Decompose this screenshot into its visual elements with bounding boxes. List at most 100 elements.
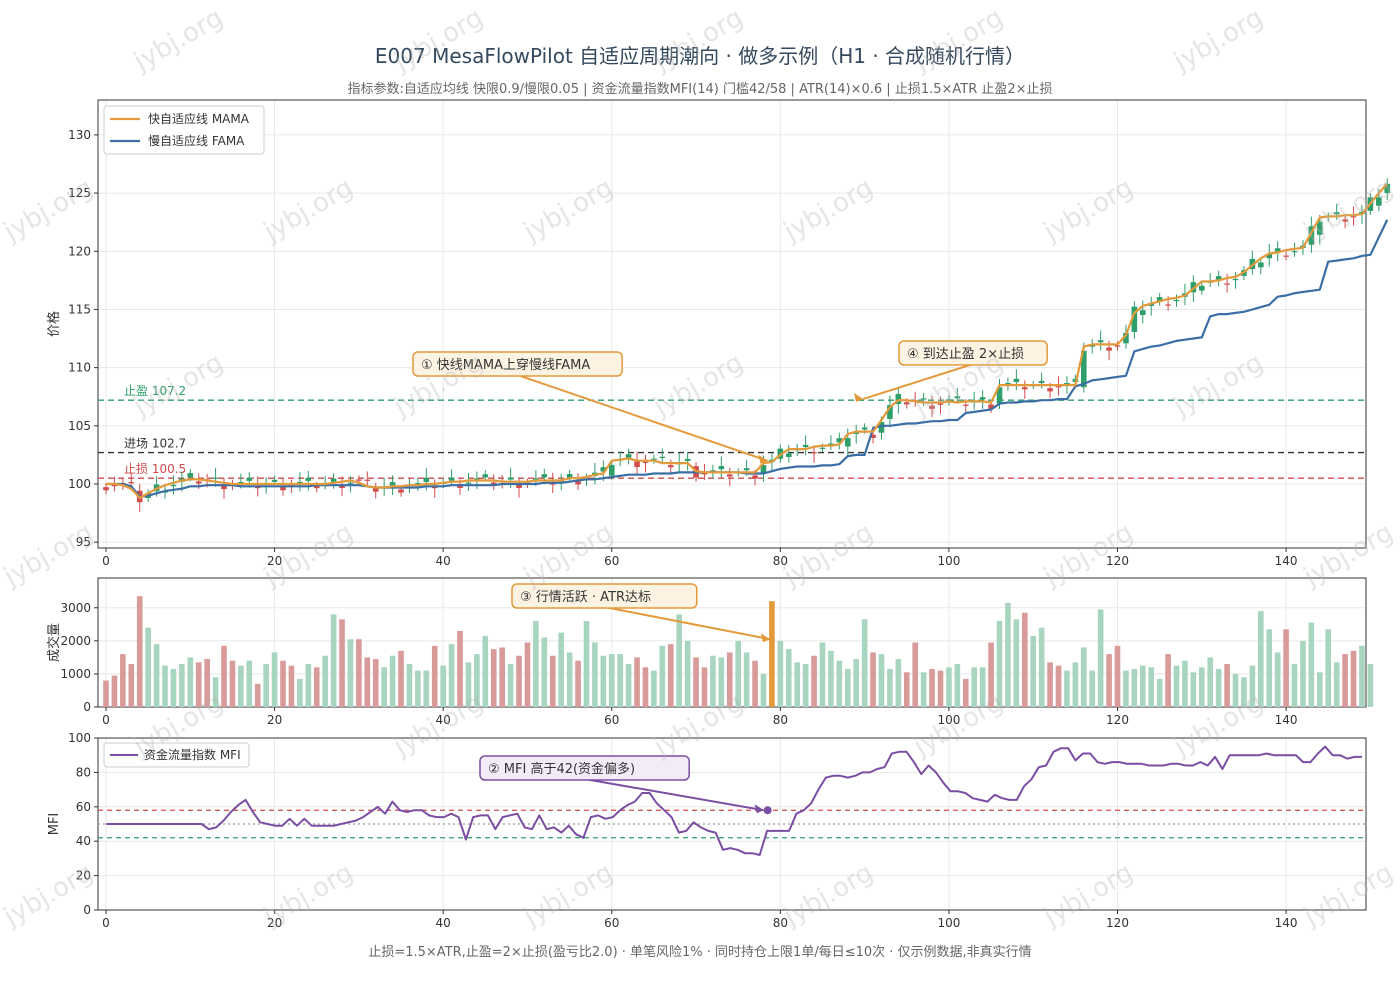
volume-bar (878, 654, 885, 707)
candle-body (1055, 386, 1062, 388)
candle-body (903, 402, 910, 405)
candle-body (1165, 304, 1171, 306)
candle-body (828, 443, 834, 445)
legend-frame (103, 105, 265, 155)
candle-body (1274, 248, 1281, 252)
x-tick-label: 140 (1275, 916, 1298, 930)
candle-body (1266, 253, 1273, 259)
arrow-head-icon (760, 633, 770, 643)
candle-body (718, 466, 725, 470)
volume-bar (372, 659, 379, 707)
candle-body (659, 456, 666, 458)
arrow-head-icon (854, 393, 864, 403)
volume-bar (415, 670, 421, 707)
volume-bar (979, 667, 986, 707)
volume-bar (339, 619, 345, 707)
candle-body (979, 397, 986, 400)
chart-subtitle: 指标参数:自适应均线 快限0.9/慢限0.05 | 资金流量指数MFI(14) … (347, 82, 1053, 97)
candle-body (280, 487, 286, 491)
candle-body (684, 458, 691, 461)
legend-label-mfi: 资金流量指数 MFI (144, 747, 241, 762)
annotation-box (412, 351, 623, 377)
volume-bar (861, 619, 868, 707)
candle-body (516, 484, 522, 488)
legend-frame (103, 742, 250, 768)
candle-body (246, 477, 253, 481)
candle-body (238, 481, 244, 484)
volume-bar (769, 601, 775, 707)
volume-bar (330, 614, 337, 707)
volume-bar (313, 667, 320, 707)
candle-body (1114, 345, 1121, 347)
candle-body (642, 461, 649, 463)
candle-body (1047, 388, 1053, 392)
volume-bar (238, 665, 244, 707)
x-tick-label: 100 (937, 713, 960, 727)
volume-bar (785, 649, 792, 707)
candle-body (1123, 332, 1129, 344)
volume-bar (1215, 668, 1222, 707)
volume-bar (406, 664, 413, 707)
candle-body (482, 474, 489, 478)
volume-bar (1089, 670, 1096, 707)
candle-body (170, 484, 177, 487)
volume-bar (1139, 665, 1146, 707)
volume-bar (642, 667, 649, 707)
volume-bar (1131, 668, 1138, 707)
legend-label-mama: 快自适应线 MAMA (148, 111, 250, 126)
candle-body (507, 477, 514, 480)
volume-bar (549, 655, 556, 707)
chart-footer: 止损=1.5×ATR,止盈=2×止损(盈亏比2.0) · 单笔风险1% · 同时… (368, 945, 1032, 960)
annotation-arrow (517, 374, 768, 462)
volume-bar (1274, 652, 1281, 707)
annotation-arrow (584, 778, 764, 812)
volume-bar (684, 640, 691, 707)
candle-body (1131, 306, 1138, 332)
mfi-line (106, 745, 1362, 856)
volume-bar (1258, 611, 1264, 707)
volume-bar (844, 668, 851, 707)
volume-bar (802, 664, 809, 707)
annotation-label: ① 快线MAMA上穿慢线FAMA (421, 357, 590, 373)
volume-bar (608, 654, 615, 707)
volume-bar (1333, 662, 1340, 707)
volume-bar (592, 642, 598, 707)
volume-bar (1190, 672, 1197, 707)
volume-bar (1123, 670, 1129, 707)
candle-body (1224, 283, 1230, 285)
volume-bar (1283, 629, 1289, 707)
volume-bar (1224, 664, 1230, 707)
volume-bar (187, 657, 194, 707)
volume-bar (1064, 670, 1070, 707)
candle-body (465, 482, 472, 484)
volume-bar (1300, 640, 1306, 707)
annotation-box (511, 583, 698, 609)
volume-bar (322, 655, 328, 707)
candle-body (1148, 303, 1155, 306)
candle-body (836, 438, 843, 443)
volume-bar (263, 664, 269, 707)
candle-body (103, 487, 109, 491)
candle-body (212, 477, 219, 479)
candle-body (954, 396, 961, 399)
candle-body (1038, 380, 1045, 383)
y-tick-label: 110 (68, 361, 91, 375)
volume-bar (676, 614, 682, 707)
candle-body (448, 477, 455, 481)
level-label: 止损 100.5 (124, 462, 186, 476)
volume-bar (583, 621, 590, 707)
annotation-take-profit: ④ 到达止盈 2×止损 (854, 340, 1048, 403)
mfi-legend: 资金流量指数 MFI (103, 742, 250, 768)
candle-body (339, 485, 345, 488)
volume-bar (828, 650, 834, 707)
volume-bar (516, 655, 522, 707)
volume-bar (1055, 665, 1062, 707)
x-tick-label: 40 (436, 713, 451, 727)
candle-body (1021, 387, 1028, 390)
candle-body (743, 468, 750, 471)
volume-bar (1198, 667, 1205, 707)
y-tick-label: 20 (76, 869, 91, 883)
y-tick-label: 3000 (60, 601, 91, 615)
volume-bar (988, 642, 994, 707)
volume-bar (1013, 619, 1020, 707)
